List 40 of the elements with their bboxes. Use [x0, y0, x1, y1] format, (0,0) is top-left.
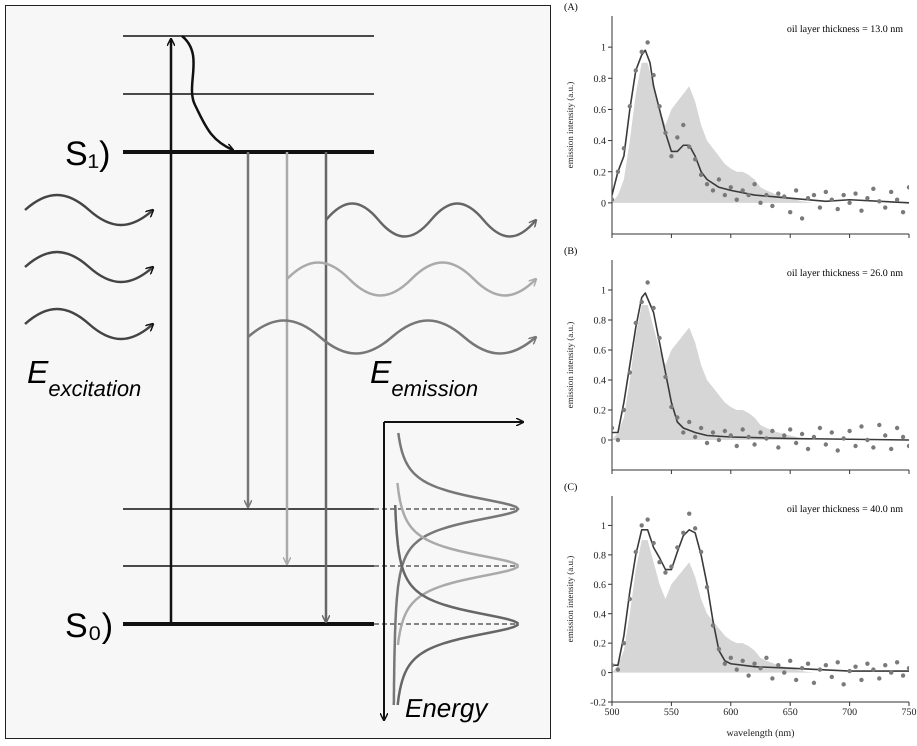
- y-tick-label: 0.2: [594, 638, 606, 650]
- text: Energy: [405, 693, 490, 723]
- chart-title: (B): [564, 246, 578, 257]
- y-tick-label: 0.4: [594, 376, 606, 387]
- x-tick-label: 750: [902, 707, 916, 718]
- y-tick-label: 0.8: [594, 316, 606, 327]
- y-tick-label: 0.2: [594, 167, 606, 178]
- x-tick-label: 550: [664, 707, 679, 718]
- y-tick-label: -0.2: [590, 698, 606, 709]
- chart-title: (C): [564, 482, 578, 493]
- x-axis-title: wavelength (nm): [726, 728, 795, 739]
- y-tick-label: 0.6: [594, 346, 606, 357]
- y-tick-label: 1: [601, 42, 606, 54]
- x-tick-label: 650: [782, 707, 798, 718]
- x-tick-label: 600: [723, 707, 738, 718]
- y-tick-label: 0: [601, 198, 606, 210]
- text: S₀): [65, 607, 114, 645]
- y-tick-label: 0: [601, 668, 606, 680]
- y-axis-title: emission intensity (a.u.): [565, 322, 576, 408]
- y-tick-label: 0.6: [594, 580, 606, 591]
- x-tick-label: 700: [842, 707, 858, 718]
- text: S₁): [65, 135, 110, 173]
- y-tick-label: 0.4: [594, 609, 606, 620]
- y-axis-title: emission intensity (a.u.): [565, 556, 576, 642]
- y-tick-label: 0.4: [594, 136, 606, 148]
- text: E$_{emission}$: [370, 354, 478, 400]
- y-tick-label: 0.8: [594, 74, 606, 85]
- annotation: oil layer thickness = 13.0 nm: [786, 24, 903, 35]
- y-tick-label: 0.8: [594, 550, 606, 562]
- y-tick-label: 0.2: [594, 406, 606, 417]
- y-axis-title: emission intensity (a.u.): [565, 82, 576, 168]
- y-tick-label: 0: [601, 436, 606, 447]
- annotation: oil layer thickness = 40.0 nm: [786, 504, 903, 515]
- chart-title: (A): [564, 2, 578, 13]
- x-tick-label: 500: [604, 707, 620, 718]
- y-tick-label: 1: [601, 286, 606, 297]
- y-tick-label: 1: [601, 520, 606, 532]
- text: E$_{excitation}$: [27, 354, 142, 400]
- annotation: oil layer thickness = 26.0 nm: [786, 268, 903, 279]
- y-tick-label: 0.6: [594, 104, 606, 116]
